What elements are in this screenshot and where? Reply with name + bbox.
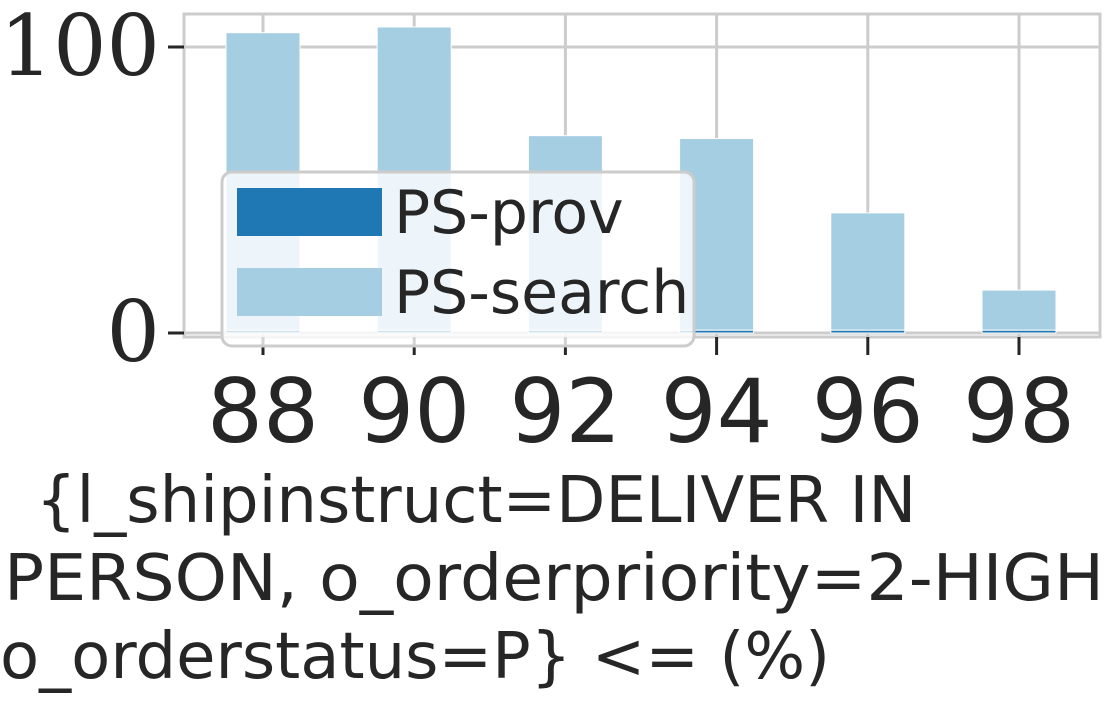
- ytick-label-100: 100: [0, 0, 160, 95]
- bar-PS-search-98: [981, 289, 1057, 331]
- ytick-label-0: 0: [107, 283, 160, 381]
- legend-label-PS-prov: PS-prov: [394, 178, 624, 248]
- xtick-label-98: 98: [963, 360, 1075, 463]
- xtick-label-96: 96: [812, 360, 924, 463]
- x-axis-label-line-1: {l_shipinstruct=DELIVER IN: [36, 464, 916, 538]
- xtick-label-90: 90: [358, 360, 470, 463]
- legend-swatch-PS-prov: [237, 188, 382, 236]
- xtick-label-92: 92: [509, 360, 621, 463]
- x-axis-label-line-2: PERSON, o_orderpriority=2-HIGH: [4, 542, 1104, 616]
- xtick-label-94: 94: [661, 360, 773, 463]
- xtick-label-88: 88: [207, 360, 319, 463]
- axis-ticks: 0 100 88 90 92 94 96 98: [0, 0, 1075, 463]
- bar-PS-search-96: [830, 212, 906, 331]
- legend-label-PS-search: PS-search: [394, 258, 689, 328]
- legend-swatch-PS-search: [237, 268, 382, 316]
- x-axis-label-line-3: o_orderstatus=P} <= (%): [0, 620, 830, 694]
- legend: PS-prov PS-search: [220, 170, 696, 348]
